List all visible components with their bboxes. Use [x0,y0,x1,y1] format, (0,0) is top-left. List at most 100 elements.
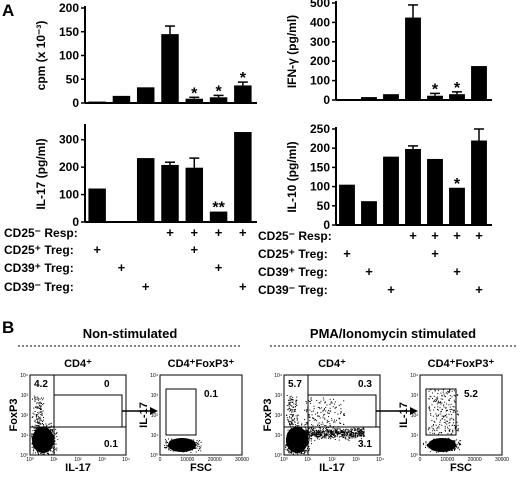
y-tick-label: 200 [59,160,79,174]
plot-frame [29,374,127,456]
condition-table: CD25⁻ Resp: + + + + CD25⁺ Treg: + + CD39⁺ Treg: +… [4,225,483,297]
y-tick-label: 10⁰ [150,453,158,459]
x-axis-label: IL-17 [319,462,345,474]
condition-mark: + [190,225,198,240]
y-axis-label: IL-17 [138,402,150,428]
bar-6 [449,187,465,225]
condition-row-label-right: CD39⁺ Treg: [258,265,328,279]
condition-mark: + [365,264,373,279]
bar-3 [136,87,155,103]
y-tick-label: 10¹ [275,433,283,439]
condition-mark: + [93,242,101,257]
bar-3 [383,94,399,100]
bar-4 [405,17,421,100]
y-tick-label: 10⁰ [410,453,418,459]
bar-7 [234,132,252,222]
significance-mark: ** [212,200,225,217]
condition-row-label-left: CD39⁻ Treg: [4,280,74,294]
condition-mark: + [387,282,395,297]
x-tick-label: 10³ [352,457,360,463]
y-tick-label: 100 [310,180,330,194]
condition-mark: + [343,246,351,261]
significance-mark: * [240,70,247,87]
bar-1 [88,188,106,222]
y-tick-label: 10⁰ [20,453,28,459]
y-tick-label: 10⁴ [20,373,28,379]
bar-5 [185,167,204,222]
y-tick-label: 400 [310,15,330,29]
y-tick-label: 100 [59,49,79,63]
bar-4 [161,34,179,103]
x-tick-label: 10000 [180,457,194,463]
il17-gate [425,388,457,436]
y-axis-label: IL-17 [398,402,410,428]
y-tick-label: 150 [310,160,330,174]
bar-6 [209,97,228,103]
gate-value: 0.1 [204,389,218,400]
condition-row-label-left: CD25⁻ Resp: [4,226,78,240]
plot-frame [419,374,503,456]
flow-cytometry-panels: Non-stimulated PMA/Ionomycin stimulated CD… [8,326,516,474]
x-tick-label: 10⁴ [376,457,384,463]
gate-title: CD4⁺ [64,358,92,370]
bar-3 [383,156,399,225]
bar-3 [136,158,155,222]
quadrant-ur-value: 0 [104,379,110,390]
x-tick-label: 10³ [98,457,106,463]
y-axis-label: IL-17 (pg/ml) [34,138,48,209]
significance-mark: * [215,83,222,100]
gate-value: 5.2 [464,389,478,400]
y-axis-label: cpm (x 10⁻³) [34,21,48,91]
condition-row-label-left: CD25⁺ Treg: [4,243,74,257]
y-axis-label: FoxP3 [262,398,274,431]
bar-7 [471,66,487,100]
y-tick-label: 0 [72,96,79,110]
y-tick-label: 0 [323,218,330,232]
y-tick-label: 100 [310,74,330,88]
significance-mark: * [432,81,439,98]
cell-cluster [286,427,308,453]
y-tick-label: 10¹ [151,433,159,439]
y-axis-label: IFN-γ (pg/ml) [285,15,299,88]
x-axis-label: IL-17 [65,462,91,474]
condition-mark: + [475,228,483,243]
cell-cluster [428,438,456,452]
condition-mark: + [453,264,461,279]
y-tick-label: 150 [59,25,79,39]
condition-mark: + [239,279,247,294]
y-axis-label: FoxP3 [8,398,20,431]
y-tick-label: 200 [310,141,330,155]
bar-1 [88,101,106,103]
bar-6 [209,211,228,222]
chart-ifng: 0 100 200 300 400 500 IFN-γ (pg/ml) * * [285,0,492,107]
y-axis-label: IL-10 (pg/ml) [285,141,299,212]
panel-label-a: A [2,1,14,20]
x-tick-label: 10¹ [304,457,312,463]
condition-mark: + [215,260,223,275]
gate-title: CD4⁺FoxP3⁺ [168,358,235,370]
flow-plot-1: CD4⁺IL-17FoxP310⁰10⁰10¹10¹10²10²10³10³10… [8,358,158,474]
y-tick-label: 50 [317,199,331,213]
y-tick-label: 10² [21,413,29,419]
cell-cluster [32,427,54,453]
bar-1 [339,99,355,100]
bar-2 [361,201,377,225]
x-tick-label: 30000 [235,457,249,463]
arrow-head [410,407,418,415]
y-tick-label: 10⁴ [410,373,418,379]
x-tick-label: 10² [328,457,336,463]
y-tick-label: 10⁰ [274,453,282,459]
y-tick-label: 300 [310,35,330,49]
gate-title: CD4⁺ [318,358,346,370]
y-tick-label: 10² [411,413,419,419]
chart-il17: 0 100 200 300 IL-17 (pg/ml) ** [34,124,257,229]
quadrant-ur-value: 0.3 [358,379,372,390]
chart-cpm: 0 50 100 150 200 cpm (x 10⁻³) * * * [34,1,257,110]
y-tick-label: 10³ [21,393,29,399]
condition-row-label-right: CD25⁻ Resp: [258,229,332,243]
y-tick-label: 200 [310,54,330,68]
bar-5 [427,158,443,225]
quadrant-lr-value: 0.1 [104,439,118,450]
condition-mark: + [431,246,439,261]
